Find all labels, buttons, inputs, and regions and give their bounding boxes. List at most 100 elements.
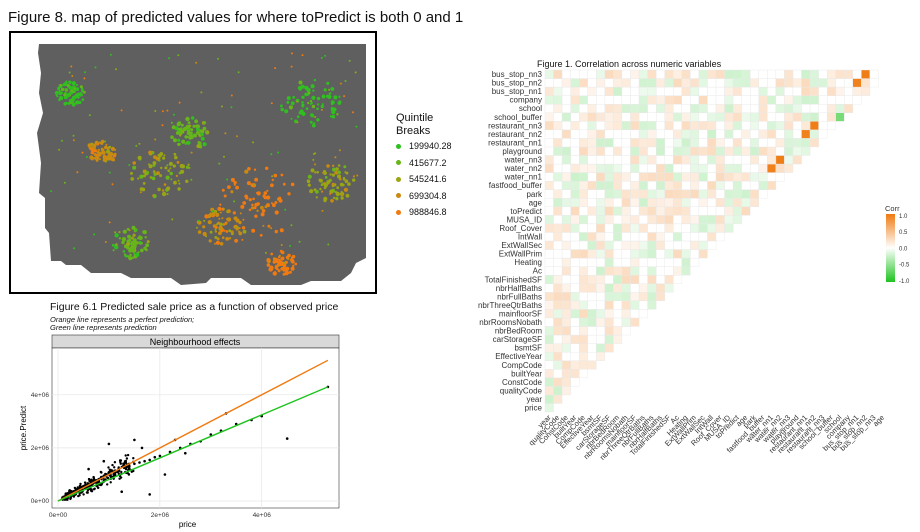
map-point (336, 174, 342, 179)
heatmap-cell (587, 180, 597, 190)
heatmap-cell (767, 112, 777, 122)
heatmap-cell (664, 206, 674, 216)
map-point (338, 149, 341, 152)
heatmap-cell (655, 240, 665, 250)
map-point (263, 191, 268, 195)
heatmap-cell (544, 386, 554, 396)
heatmap-cell (604, 180, 614, 190)
map-point (58, 91, 63, 96)
map-point (227, 209, 231, 214)
heatmap-cell (673, 95, 683, 105)
heatmap-cell (561, 300, 571, 310)
heatmap-cell (647, 197, 657, 207)
heatmap-cell (613, 112, 623, 122)
heatmap-cell (587, 317, 597, 327)
heatmap-cell (570, 112, 580, 122)
scatter-point (82, 493, 85, 496)
map-point (170, 178, 173, 181)
heatmap-cell (809, 129, 819, 139)
heatmap-cell (561, 95, 571, 105)
map-point (197, 230, 202, 234)
map-point (225, 237, 230, 241)
heatmap-cell (767, 104, 777, 113)
map-point (134, 240, 137, 242)
heatmap-cell (613, 163, 623, 173)
heatmap-cell (604, 317, 614, 327)
map-point (75, 83, 78, 87)
heatmap-cell (741, 172, 751, 182)
heatmap-cell (570, 300, 580, 310)
heatmap-cell (707, 95, 717, 105)
map-point (278, 259, 281, 262)
map-point (252, 141, 254, 144)
heatmap-cell (673, 69, 683, 79)
scatter-point (122, 462, 125, 465)
heatmap-cell (664, 257, 674, 267)
map-point (63, 95, 68, 100)
map-point (323, 198, 327, 203)
heatmap-cell (613, 78, 623, 88)
heatmap-cell (732, 95, 742, 105)
map-point (107, 150, 110, 154)
heatmap-cell (664, 112, 674, 122)
facet-label: Neighbourhood effects (150, 337, 241, 347)
heatmap-cell (715, 180, 725, 190)
row-label: water_nn1 (504, 173, 543, 182)
heatmap-cell (553, 86, 563, 96)
heatmap-cell (544, 197, 554, 207)
map-point (340, 196, 344, 200)
scatter-point (111, 463, 114, 467)
map-point (98, 141, 102, 144)
heatmap-cell (596, 104, 606, 113)
map-point (344, 80, 347, 82)
heatmap-cell (553, 369, 563, 379)
row-label: Ac (533, 267, 542, 276)
heatmap-cell (809, 112, 819, 122)
heatmap-cell (664, 78, 674, 88)
heatmap-cell (613, 292, 623, 302)
map-point (312, 89, 315, 92)
map-point (256, 209, 259, 212)
scatter-point (78, 485, 82, 489)
map-point (70, 65, 73, 68)
heatmap-cell (681, 232, 691, 242)
heatmap-cell (801, 104, 811, 113)
heatmap-cell (604, 121, 614, 131)
heatmap-cell (578, 112, 588, 122)
map-point (309, 120, 313, 124)
heatmap-cell (613, 317, 623, 327)
corr-legend-tick: 1.0 (899, 214, 908, 220)
scatter-point (113, 466, 116, 469)
map-point (217, 206, 222, 211)
heatmap-cell (664, 197, 674, 207)
heatmap-cell (630, 86, 640, 96)
heatmap-cell (715, 155, 725, 165)
heatmap-cell (630, 266, 640, 276)
map-point (114, 245, 119, 250)
heatmap-cell (827, 69, 836, 79)
heatmap-cell (690, 78, 700, 88)
heatmap-cell (707, 112, 717, 122)
map-legend-title: Quintile Breaks (396, 112, 434, 137)
heatmap-cell (647, 180, 657, 190)
heatmap-cell (715, 172, 725, 182)
heatmap-cell (767, 172, 777, 182)
map-point (132, 249, 136, 253)
map-point (286, 100, 290, 104)
heatmap-cell (827, 86, 836, 96)
heatmap-cell (698, 129, 708, 139)
heatmap-cell (698, 232, 708, 242)
heatmap-cell (818, 104, 828, 113)
heatmap-cell (818, 129, 828, 139)
plot-panel (51, 347, 340, 509)
map-point (278, 198, 283, 203)
heatmap-cell (655, 138, 665, 148)
map-point (95, 153, 99, 157)
heatmap-cell (758, 163, 768, 173)
heatmap-cell (587, 129, 597, 139)
heatmap-cell (707, 69, 717, 79)
map-point (188, 136, 193, 140)
heatmap-cell (827, 112, 836, 122)
heatmap-cell (647, 257, 657, 267)
heatmap-cell (750, 95, 759, 105)
